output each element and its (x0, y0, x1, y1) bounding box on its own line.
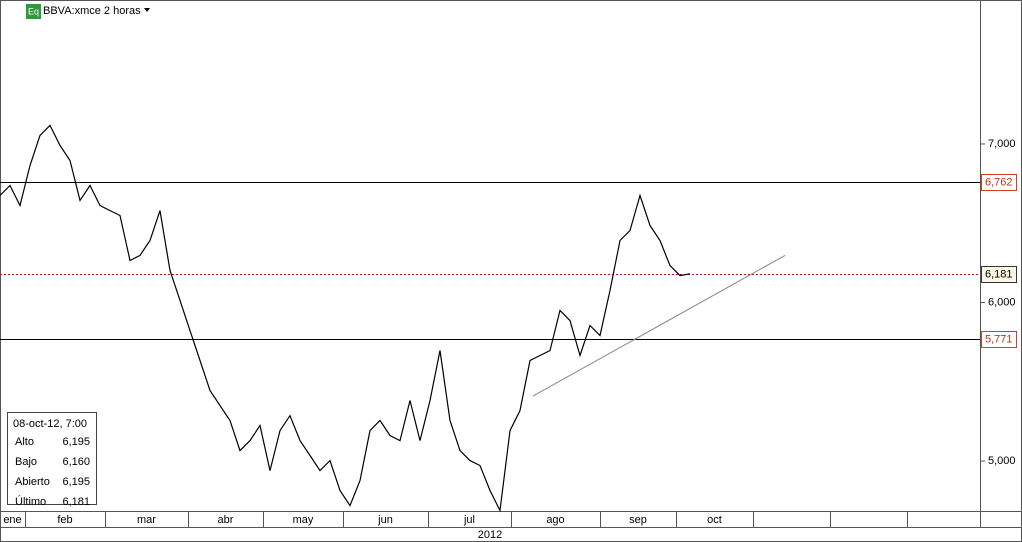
info-key: Bajo (15, 456, 37, 468)
dropdown-arrow[interactable] (144, 8, 150, 12)
x-tick-label: ene (3, 514, 21, 526)
x-tick-label: jul (463, 514, 475, 526)
x-tick-label: feb (57, 514, 72, 526)
x-tick-label: mar (137, 514, 156, 526)
x-tick-label: oct (707, 514, 722, 526)
chart-title[interactable]: BBVA:xmce 2 horas (43, 5, 141, 17)
x-tick-label: sep (629, 514, 647, 526)
y-tick-label: 5,000 (988, 455, 1016, 467)
y-tick-label: 7,000 (988, 138, 1016, 150)
badge-text: Eq (28, 6, 39, 16)
info-box: 08-oct-12, 7:00 Alto 6,195 Bajo 6,160 Abiert… (7, 412, 97, 508)
info-key: Abierto (15, 476, 50, 488)
x-tick-label: abr (218, 514, 234, 526)
y-tick-label: 6,000 (988, 296, 1016, 308)
info-key: Último (15, 495, 46, 508)
price-line (0, 124, 691, 513)
badge (26, 4, 41, 19)
level-box (981, 174, 1017, 191)
x-tick-label: ago (546, 514, 564, 526)
info-value: 6,181 (62, 496, 90, 508)
level-label: 5,771 (985, 333, 1013, 345)
info-key: Alto (15, 436, 34, 448)
last-price-box (981, 266, 1017, 283)
x-tick-label: may (293, 514, 314, 526)
info-value: 6,195 (62, 436, 90, 448)
trendline (532, 254, 786, 397)
year-label: 2012 (478, 529, 502, 541)
info-value: 6,160 (62, 456, 90, 468)
info-value: 6,195 (62, 476, 90, 488)
x-tick-label: jun (377, 514, 393, 526)
info-frame (7, 412, 97, 505)
info-date: 08-oct-12, 7:00 (13, 418, 87, 430)
level-label: 6,762 (985, 176, 1013, 188)
level-box (981, 331, 1017, 348)
last-price-label: 6,181 (985, 268, 1013, 280)
